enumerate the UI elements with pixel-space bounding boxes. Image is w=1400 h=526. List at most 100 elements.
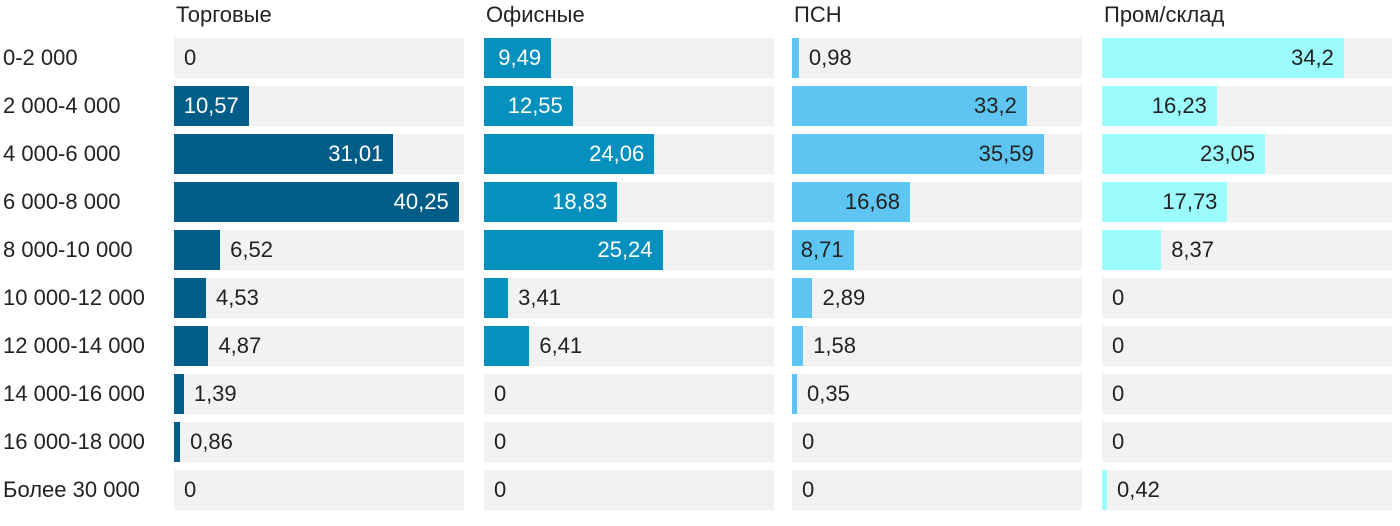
data-label: 1,39 — [193, 381, 237, 406]
bar-track: 10,57 — [174, 86, 464, 126]
bar — [484, 38, 552, 78]
bar-track: 0,86 — [174, 422, 464, 462]
bar-track: 0 — [792, 470, 1082, 510]
data-label: 0,35 — [807, 381, 850, 406]
data-label: 0,42 — [1117, 477, 1160, 502]
bar-track: 0 — [174, 470, 464, 510]
category-label: 16 000-18 000 — [3, 429, 145, 454]
panel-title: ПСН — [794, 2, 842, 27]
data-label: 0 — [802, 477, 815, 502]
bar — [1102, 134, 1266, 174]
data-label: 31,01 — [328, 141, 384, 166]
bar-track: 0 — [1102, 326, 1392, 366]
bar-track: 16,68 — [792, 182, 1082, 222]
bar — [174, 134, 394, 174]
bar — [1102, 230, 1162, 270]
data-label: 8,71 — [800, 237, 844, 262]
bar-track: 4,87 — [174, 326, 464, 366]
data-label: 0 — [1112, 381, 1125, 406]
data-label: 0,98 — [808, 45, 852, 70]
category-label: 10 000-12 000 — [3, 285, 145, 310]
data-label: 10,57 — [183, 93, 239, 118]
data-label: 4,87 — [218, 333, 262, 358]
bar-track: 18,83 — [484, 182, 774, 222]
data-label: 23,05 — [1199, 141, 1256, 166]
panel-title: Офисные — [486, 2, 585, 27]
bar-track: 2,89 — [792, 278, 1082, 318]
data-label: 12,55 — [507, 93, 563, 118]
bar-track: 8,71 — [792, 230, 1082, 270]
bar — [1102, 86, 1217, 126]
bar-track: 33,2 — [792, 86, 1082, 126]
bar-track: 0 — [174, 38, 464, 78]
bar — [174, 230, 221, 270]
panel-title: Торговые — [176, 2, 272, 27]
data-label: 18,83 — [552, 189, 608, 214]
bar-track: 1,58 — [792, 326, 1082, 366]
data-label: 40,25 — [393, 189, 449, 214]
category-label: 12 000-14 000 — [3, 333, 145, 358]
data-label: 0,86 — [190, 429, 233, 454]
bar — [792, 326, 804, 366]
category-label: 4 000-6 000 — [3, 141, 121, 166]
bar-track: 16,23 — [1102, 86, 1392, 126]
bar-track: 6,52 — [174, 230, 464, 270]
bar-track: 4,53 — [174, 278, 464, 318]
bar — [792, 374, 797, 414]
bar — [792, 86, 1027, 126]
data-label: 8,37 — [1171, 237, 1215, 262]
data-label: 3,41 — [518, 285, 561, 310]
data-label: 24,06 — [589, 141, 645, 166]
bar — [792, 38, 799, 78]
bar-track: 9,49 — [484, 38, 774, 78]
data-label: 0 — [494, 477, 507, 502]
data-label: 0 — [184, 45, 197, 70]
data-label: 4,53 — [216, 285, 259, 310]
data-label: 0 — [184, 477, 197, 502]
bar-track: 40,25 — [174, 182, 464, 222]
bar-track: 0 — [1102, 278, 1392, 318]
data-label: 6,41 — [539, 333, 583, 358]
bar — [1102, 38, 1344, 78]
bar — [484, 278, 509, 318]
bar — [484, 230, 663, 270]
data-label: 0 — [494, 381, 507, 406]
category-label: Более 30 000 — [3, 477, 140, 502]
data-label: 0 — [802, 429, 815, 454]
bar-track: 0 — [484, 470, 774, 510]
bar-track: 3,41 — [484, 278, 774, 318]
bar — [792, 278, 813, 318]
bar-track: 0 — [484, 422, 774, 462]
data-label: 16,68 — [844, 189, 900, 214]
bar — [792, 182, 910, 222]
bar — [174, 422, 181, 462]
bar-track: 24,06 — [484, 134, 774, 174]
bar-track: 0 — [1102, 422, 1392, 462]
bar-track: 0,98 — [792, 38, 1082, 78]
data-label: 2,89 — [822, 285, 866, 310]
data-label: 1,58 — [813, 333, 856, 358]
data-label: 33,2 — [974, 93, 1017, 118]
bar-track: 23,05 — [1102, 134, 1392, 174]
data-label: 25,24 — [597, 237, 653, 262]
data-label: 34,2 — [1291, 45, 1334, 70]
category-label: 8 000-10 000 — [3, 237, 133, 262]
data-label: 0 — [494, 429, 507, 454]
bar — [1102, 470, 1107, 510]
bar-track: 1,39 — [174, 374, 464, 414]
bar-track: 31,01 — [174, 134, 464, 174]
panel-title: Пром/склад — [1104, 2, 1225, 27]
data-label: 0 — [1112, 285, 1125, 310]
bar-track: 6,41 — [484, 326, 774, 366]
bar — [484, 134, 655, 174]
category-label: 6 000-8 000 — [3, 189, 121, 214]
bar — [484, 182, 618, 222]
bar — [174, 86, 249, 126]
bar — [792, 230, 854, 270]
bar-track: 25,24 — [484, 230, 774, 270]
bar — [1102, 182, 1228, 222]
data-label: 17,73 — [1162, 189, 1218, 214]
data-label: 35,59 — [978, 141, 1034, 166]
bar — [484, 86, 573, 126]
